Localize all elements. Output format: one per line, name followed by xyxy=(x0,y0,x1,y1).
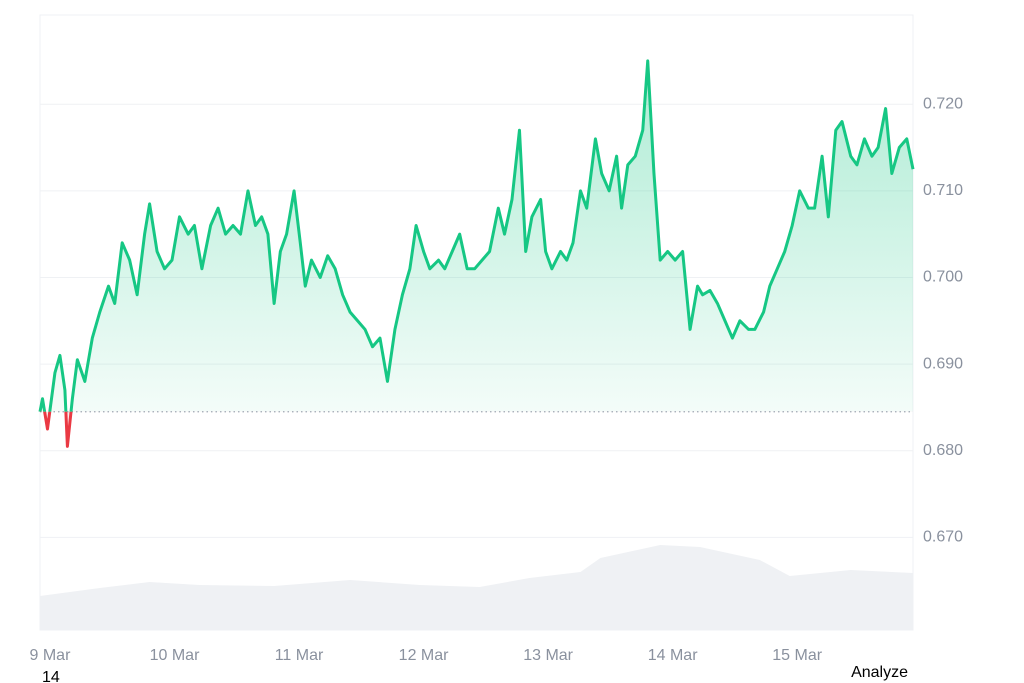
area-above xyxy=(40,60,913,412)
x-tick-label: 11 Mar xyxy=(275,647,324,664)
y-tick-label: 0.710 xyxy=(923,182,963,199)
footer-left: 14 xyxy=(42,669,60,683)
y-tick-label: 0.670 xyxy=(923,529,963,546)
y-tick-label: 0.700 xyxy=(923,269,963,286)
y-tick-label: 0.680 xyxy=(923,442,963,459)
price-line xyxy=(38,59,915,412)
x-tick-label: 9 Mar xyxy=(30,647,72,664)
x-tick-label: 13 Mar xyxy=(523,647,573,664)
y-tick-label: 0.720 xyxy=(923,95,963,112)
y-tick-label: 0.690 xyxy=(923,355,963,372)
x-tick-label: 14 Mar xyxy=(648,647,698,664)
x-tick-label: 12 Mar xyxy=(399,647,449,664)
x-tick-label: 15 Mar xyxy=(772,647,822,664)
volume-area xyxy=(40,545,913,630)
area-below xyxy=(44,411,72,447)
analyze-link[interactable]: Analyze xyxy=(851,664,908,681)
x-tick-label: 10 Mar xyxy=(150,647,200,664)
